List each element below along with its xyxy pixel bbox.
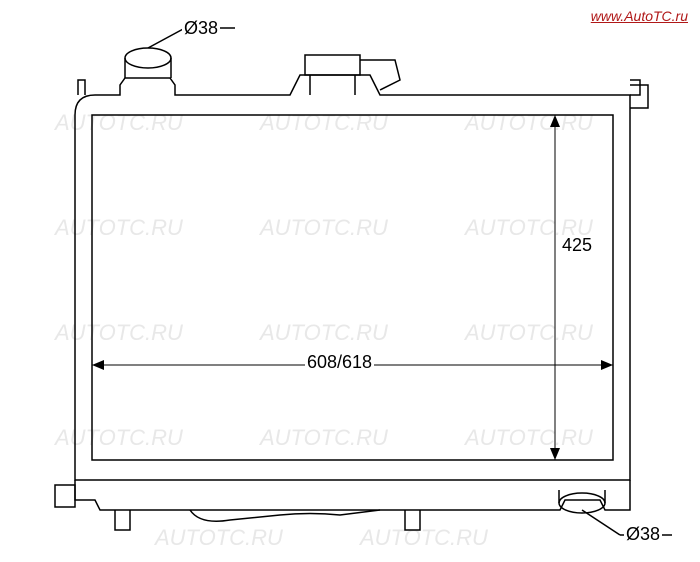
width-dimension-label: 608/618 [305, 352, 374, 373]
inlet-diameter-label: Ø38 [182, 18, 220, 39]
height-dimension-label: 425 [560, 235, 594, 256]
radiator-drawing [0, 0, 700, 562]
outlet-diameter-label: Ø38 [624, 524, 662, 545]
diagram-canvas: AUTOTC.RU AUTOTC.RU AUTOTC.RU AUTOTC.RU … [0, 0, 700, 562]
source-url: www.AutoTC.ru [591, 8, 688, 24]
